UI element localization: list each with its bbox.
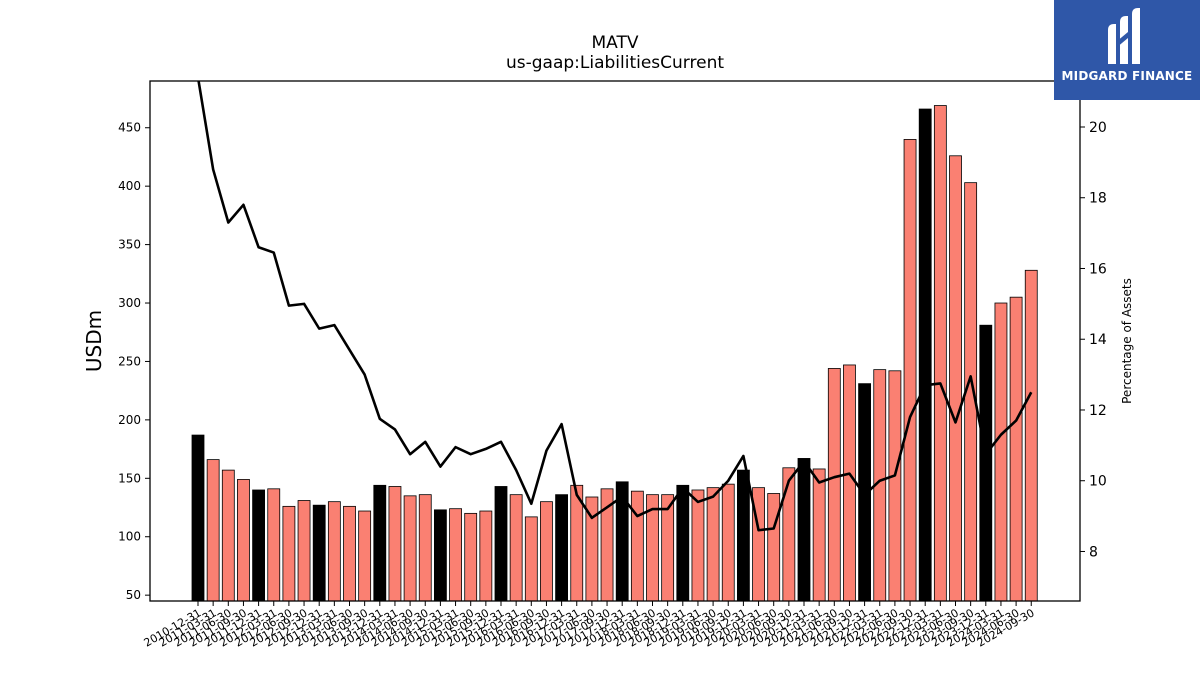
bar-2011-03-31 xyxy=(206,459,220,602)
bar-2015-06-30 xyxy=(464,512,478,602)
y2-tick-label: 10 xyxy=(1089,474,1107,490)
y2-tick-label: 8 xyxy=(1089,544,1098,560)
line-group xyxy=(197,81,1033,532)
bar-2016-03-31 xyxy=(509,494,523,602)
bar-2019-03-31 xyxy=(691,489,705,602)
bar-2022-12-31 xyxy=(918,108,932,602)
bar-2016-09-30 xyxy=(540,501,553,602)
brand-name: MIDGARD FINANCE xyxy=(1061,69,1193,83)
y-tick-label: 100 xyxy=(118,530,141,544)
bar-2013-09-30 xyxy=(358,510,372,602)
bar-2010-12-31 xyxy=(191,434,205,602)
bar-2016-06-30 xyxy=(524,516,538,602)
bar-2012-06-30 xyxy=(282,505,296,602)
y2-tick-label: 20 xyxy=(1089,120,1107,136)
bar-2022-09-30 xyxy=(903,139,917,602)
y2-axis-label: Percentage of Assets xyxy=(1120,278,1134,404)
bar-2011-12-31 xyxy=(252,489,266,602)
bar-2013-03-31 xyxy=(327,501,341,602)
y-tick-label: 300 xyxy=(118,296,141,310)
y-ticks: 50 100 150 200 250 300 350 400 450 xyxy=(118,121,150,602)
bar-2021-03-31 xyxy=(812,468,826,602)
bar-2014-09-30 xyxy=(418,494,432,602)
y-tick-label: 350 xyxy=(118,238,141,252)
y2-tick-label: 18 xyxy=(1089,191,1107,207)
midgard-logo-icon xyxy=(1108,8,1140,64)
bar-2022-06-30 xyxy=(888,370,902,602)
chart-title: MATV xyxy=(592,33,639,53)
y-axis-label: USDm xyxy=(82,310,106,372)
y-tick-label: 250 xyxy=(118,354,141,368)
y-tick-label: 200 xyxy=(118,413,141,427)
bar-2011-06-30 xyxy=(221,469,235,602)
bar-2021-06-30 xyxy=(827,368,841,602)
y-tick-label: 150 xyxy=(118,471,141,485)
bar-2015-09-30 xyxy=(479,510,493,602)
bar-group xyxy=(191,105,1038,602)
bar-2015-12-31 xyxy=(494,486,508,602)
bar-2024-03-31 xyxy=(994,302,1008,602)
y2-tick-label: 14 xyxy=(1089,332,1107,348)
bar-2015-03-31 xyxy=(449,508,462,602)
y2-tick-label: 16 xyxy=(1089,261,1107,277)
chart-subtitle: us-gaap:LiabilitiesCurrent xyxy=(506,53,724,73)
bar-2024-06-30 xyxy=(1009,296,1023,602)
brand-logo: MIDGARD FINANCE xyxy=(1054,0,1200,100)
y2-tick-label: 12 xyxy=(1089,403,1107,419)
bar-2012-03-31 xyxy=(267,488,281,602)
bar-2018-03-31 xyxy=(630,490,644,602)
bar-2018-09-30 xyxy=(661,494,675,602)
percentage-line xyxy=(197,81,1033,532)
bar-2014-12-31 xyxy=(433,509,447,602)
x-ticks: 2010-12-312011-03-312011-06-302011-09-30… xyxy=(142,601,1037,650)
bar-2024-09-30 xyxy=(1024,269,1038,602)
y2-ticks: 8 10 12 14 16 18 20 xyxy=(1080,120,1107,560)
bar-2016-12-31 xyxy=(555,494,568,602)
plot-frame xyxy=(149,80,1081,602)
bar-2019-06-30 xyxy=(706,487,720,602)
y-tick-label: 50 xyxy=(126,588,141,602)
bar-2013-12-31 xyxy=(373,484,387,602)
bar-2019-09-30 xyxy=(721,483,735,602)
bar-2014-03-31 xyxy=(388,486,402,602)
bar-2023-06-30 xyxy=(949,155,962,602)
bar-2023-12-31 xyxy=(979,324,993,602)
y-tick-label: 450 xyxy=(118,121,141,135)
y-tick-label: 400 xyxy=(118,179,141,193)
axes xyxy=(149,80,1081,602)
bar-2023-03-31 xyxy=(933,105,947,602)
bar-2019-12-31 xyxy=(737,469,750,602)
bar-2021-09-30 xyxy=(843,364,856,602)
bar-2013-06-30 xyxy=(343,505,356,602)
bar-2020-12-31 xyxy=(797,458,811,602)
bar-2020-09-30 xyxy=(782,467,796,602)
bar-2012-12-31 xyxy=(312,504,326,602)
bar-2011-09-30 xyxy=(237,479,250,602)
bar-2014-06-30 xyxy=(403,495,417,602)
bar-2012-09-30 xyxy=(297,500,311,602)
bar-2020-06-30 xyxy=(767,493,781,602)
bar-2018-12-31 xyxy=(676,484,690,602)
